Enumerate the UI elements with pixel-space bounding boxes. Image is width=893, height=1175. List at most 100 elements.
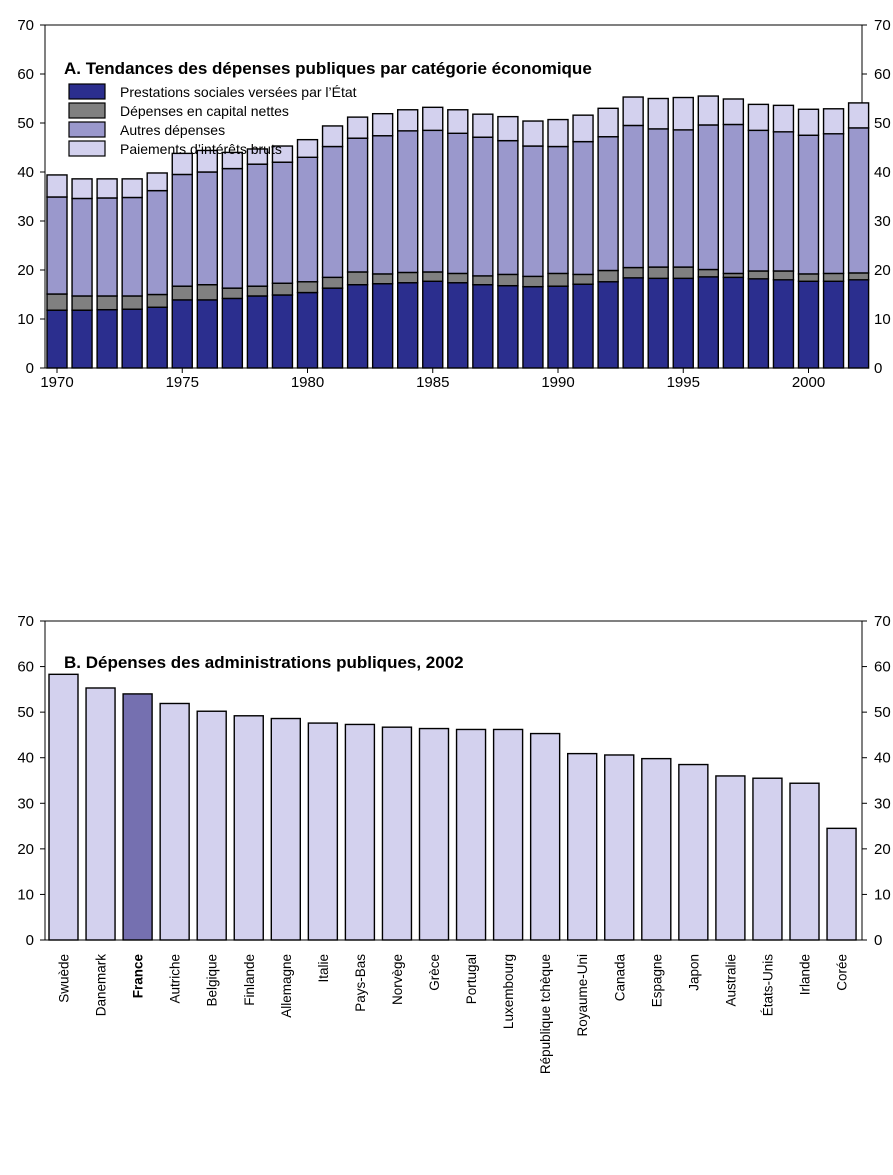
panel-a-bar-segment-2 <box>622 266 644 279</box>
panel-a-bar-segment-4 <box>822 108 845 135</box>
panel-a-bar-segment-1 <box>597 281 619 369</box>
panel-a-bar-segment-1 <box>422 280 444 369</box>
panel-a-bar-segment-2 <box>221 287 244 300</box>
panel-a-bar-segment-2 <box>121 295 143 310</box>
panel-a-bar-segment-2 <box>522 275 544 288</box>
panel-a-bar-segment-3 <box>847 127 870 274</box>
panel-a-x-tick-label: 1985 <box>416 374 449 391</box>
panel-a-bar-segment-1 <box>722 276 745 369</box>
panel-a-bar-segment-4 <box>597 107 619 138</box>
panel-a-bar-segment-1 <box>296 291 319 369</box>
panel-a-bar-segment-4 <box>296 138 319 159</box>
panel-a-bar-segment-2 <box>171 285 193 301</box>
panel-a-bar-segment-4 <box>472 113 494 138</box>
panel-b-left-tick-label: 70 <box>17 613 34 630</box>
panel-b-bar <box>196 710 227 941</box>
panel-a-x-tick-label: 1975 <box>166 374 199 391</box>
panel-a-bar-segment-3 <box>572 140 594 276</box>
panel-a-bar-segment-3 <box>497 139 519 276</box>
panel-a-bar-segment-3 <box>522 145 544 278</box>
panel-a-bar-segment-3 <box>797 134 820 275</box>
panel-b-bar <box>567 752 598 941</box>
panel-b-category-label: Norvège <box>390 954 405 1005</box>
panel-a-bar-segment-4 <box>522 120 544 147</box>
panel-a-bar-segment-4 <box>547 118 569 148</box>
legend-label-4: Paiements d’intérêts bruts <box>120 141 282 157</box>
panel-b-category-label: Belgique <box>205 954 220 1007</box>
panel-b-right-tick-label: 40 <box>874 750 891 767</box>
panel-a-bar-segment-2 <box>472 275 494 286</box>
panel-b-category-label: Espagne <box>649 954 664 1007</box>
panel-b-category-label: Corée <box>835 954 850 991</box>
panel-b-left-tick-label: 40 <box>17 750 34 767</box>
panel-a-bar-segment-2 <box>447 272 469 284</box>
panel-a-right-axis: 0 10 20 30 40 50 60 70 <box>862 17 891 377</box>
panel-b-right-tick-label: 20 <box>874 841 891 858</box>
panel-a-bar-segment-4 <box>371 112 394 137</box>
panel-a-bar-segment-4 <box>196 149 219 173</box>
panel-a-bar-segment-4 <box>497 115 519 142</box>
panel-a-bar-segment-4 <box>246 148 269 165</box>
panel-b-category-label: Japon <box>686 954 701 991</box>
panel-b-category-label: République tchèque <box>538 954 553 1074</box>
panel-a-bar-segment-1 <box>572 283 594 369</box>
panel-a-bar-segment-1 <box>346 284 369 369</box>
panel-a-bar-segment-3 <box>221 167 244 289</box>
panel-a-bar-segment-4 <box>847 102 870 129</box>
panel-a-right-tick-label: 20 <box>874 262 891 279</box>
panel-a-left-tick-label: 10 <box>17 311 34 328</box>
panel-a-bar-segment-3 <box>371 135 394 275</box>
panel-b-category-label: Grèce <box>427 954 442 991</box>
panel-b-right-tick-label: 10 <box>874 886 891 903</box>
panel-a-bar-segment-4 <box>96 178 118 199</box>
panel-a-left-tick-label: 50 <box>17 115 34 132</box>
panel-a-bar-segment-3 <box>96 197 118 297</box>
panel-a-bar-segment-3 <box>547 145 569 275</box>
panel-a-bar-segment-4 <box>447 109 469 134</box>
panel-b-bar <box>344 723 376 941</box>
panel-a-bar-segment-3 <box>146 189 168 296</box>
panel-a-bar-segment-1 <box>747 278 770 369</box>
panel-a-bar-segment-4 <box>722 98 745 126</box>
panel-a-bar-segment-1 <box>622 277 644 369</box>
panel-a-x-tick-label: 2000 <box>792 374 825 391</box>
panel-a-left-tick-label: 30 <box>17 213 34 230</box>
panel-a-right-tick-label: 30 <box>874 213 891 230</box>
panel-a-bar-segment-1 <box>246 295 269 369</box>
panel-a-bar-segment-1 <box>847 279 870 369</box>
panel-a-title: A. Tendances des dépenses publiques par … <box>64 59 592 78</box>
panel-a-bar-segment-1 <box>497 284 519 369</box>
panel-a-right-tick-label: 10 <box>874 311 891 328</box>
panel-a-x-tick-label: 1995 <box>667 374 700 391</box>
panel-a-chart: 0 10 20 30 40 50 60 70 0 10 20 30 40 50 60 70 1970 1975… <box>17 17 890 391</box>
panel-b-category-label: Irlande <box>798 954 813 995</box>
panel-a-bar-segment-3 <box>196 171 219 286</box>
panel-b-bar <box>418 727 450 941</box>
panel-a-bar-segment-2 <box>96 295 118 311</box>
panel-a-bar-segment-2 <box>422 271 444 282</box>
panel-a-x-tick-label: 1980 <box>291 374 324 391</box>
panel-a-bar-segment-1 <box>271 294 294 369</box>
panel-a-bar-segment-2 <box>46 293 68 311</box>
panel-a-bar-segment-2 <box>246 285 269 297</box>
panel-b-left-tick-label: 0 <box>26 932 34 949</box>
panel-a-bar-segment-3 <box>71 197 93 297</box>
panel-a-bar-segment-3 <box>597 136 619 272</box>
panel-a-bar-segment-4 <box>171 152 193 176</box>
panel-b-bar <box>381 726 413 941</box>
panel-b-bar <box>307 722 339 941</box>
panel-b-title: B. Dépenses des administrations publique… <box>64 653 464 672</box>
panel-a-bar-segment-1 <box>121 308 143 369</box>
panel-a-bar-segment-3 <box>822 133 845 275</box>
legend-label-3: Autres dépenses <box>120 122 225 138</box>
panel-b-left-tick-label: 60 <box>17 659 34 676</box>
panel-b-category-label: Canada <box>612 954 627 1002</box>
panel-a-bar-segment-4 <box>397 109 419 132</box>
panel-a-bar-segment-1 <box>196 299 219 369</box>
panel-a-bar-segment-3 <box>772 131 795 272</box>
panel-a-bar-segment-4 <box>271 145 294 163</box>
panel-b-bar <box>641 757 672 941</box>
panel-a-bar-segment-4 <box>146 172 168 192</box>
panel-b-plot-frame <box>44 620 863 941</box>
panel-a-right-tick-label: 40 <box>874 164 891 181</box>
